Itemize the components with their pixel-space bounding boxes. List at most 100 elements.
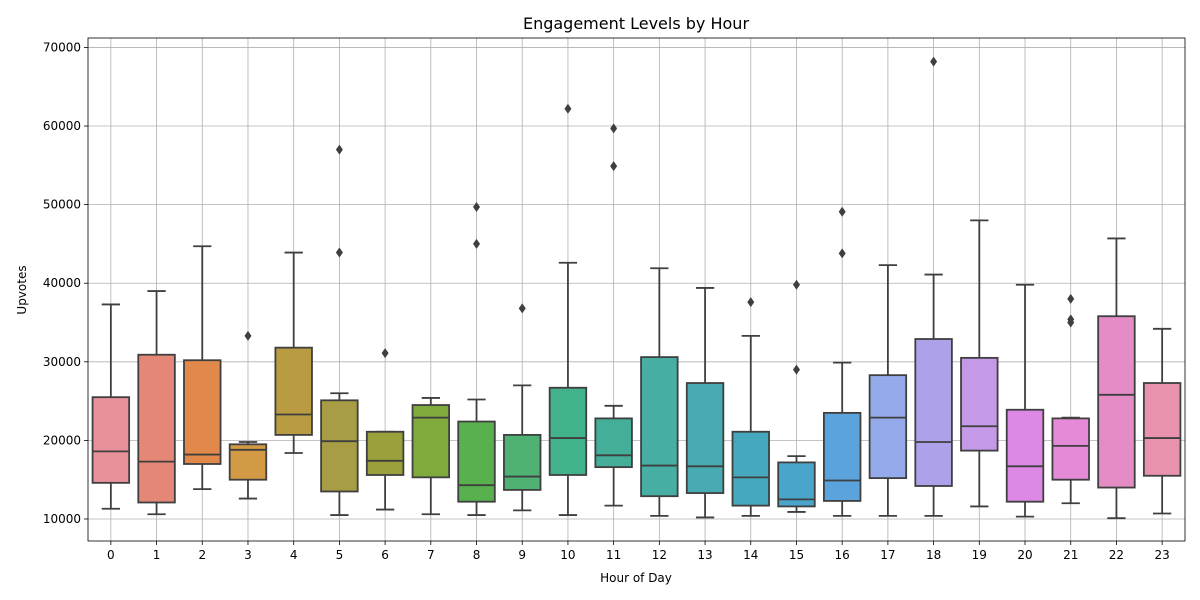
x-tick-label: 0 <box>107 548 115 562</box>
y-tick-label: 50000 <box>43 198 81 212</box>
box-hour-5 <box>320 144 359 516</box>
outlier-point <box>930 56 938 67</box>
x-tick-label: 11 <box>606 548 621 562</box>
outlier-point <box>610 123 618 134</box>
iqr-box <box>137 353 176 504</box>
plot-frame <box>87 37 1186 542</box>
box-hour-12 <box>640 267 679 517</box>
x-tick-label: 16 <box>835 548 850 562</box>
x-tick-label: 4 <box>290 548 298 562</box>
y-tick-label: 20000 <box>43 433 81 447</box>
x-tick-label: 18 <box>926 548 941 562</box>
box-hour-0 <box>91 303 131 510</box>
iqr-box <box>91 396 131 484</box>
x-tick-label: 14 <box>743 548 758 562</box>
x-tick-label: 19 <box>972 548 987 562</box>
x-tick-label: 3 <box>244 548 252 562</box>
box-hour-2 <box>183 245 222 491</box>
outlier-point <box>473 201 481 212</box>
x-tick-label: 1 <box>153 548 161 562</box>
x-tick-label: 22 <box>1109 548 1124 562</box>
outlier-point <box>838 206 846 217</box>
iqr-box <box>1005 408 1045 503</box>
iqr-box <box>640 356 679 498</box>
iqr-box <box>274 346 313 436</box>
iqr-box <box>823 411 862 502</box>
box-hour-17 <box>868 264 908 517</box>
x-tick-label: 13 <box>697 548 712 562</box>
iqr-box <box>914 338 953 487</box>
x-tick-label: 20 <box>1017 548 1032 562</box>
box-hour-8 <box>457 201 496 516</box>
x-axis-label: Hour of Day <box>600 571 672 585</box>
iqr-box <box>1097 315 1136 489</box>
x-tick-label: 17 <box>880 548 895 562</box>
x-tick-label: 8 <box>473 548 481 562</box>
box-hour-23 <box>1142 327 1182 515</box>
outlier-point <box>381 348 389 359</box>
box-hour-6 <box>365 348 405 511</box>
box-hour-21 <box>1051 293 1090 505</box>
x-tick-label: 5 <box>336 548 344 562</box>
box-hour-15 <box>777 279 816 513</box>
y-tick-label: 30000 <box>43 355 81 369</box>
box-hour-20 <box>1005 283 1045 518</box>
iqr-box <box>868 374 908 480</box>
y-tick-label: 60000 <box>43 119 81 133</box>
x-tick-label: 23 <box>1155 548 1170 562</box>
iqr-box <box>594 417 633 469</box>
x-tick-label: 6 <box>381 548 389 562</box>
outlier-point <box>518 303 526 314</box>
box-series <box>91 56 1182 520</box>
x-tick-label: 7 <box>427 548 435 562</box>
x-tick-label: 10 <box>560 548 575 562</box>
outlier-point <box>1067 293 1075 304</box>
outlier-point <box>1067 314 1075 325</box>
box-hour-3 <box>228 330 268 500</box>
outlier-point <box>792 364 800 375</box>
iqr-box <box>411 404 450 479</box>
y-tick-label: 40000 <box>43 276 81 290</box>
x-axis: 0 1 2 3 4 5 6 7 8 9 10 11 12 13 14 15 16 17 18 19 20 21 22 23 <box>107 541 1170 562</box>
iqr-box <box>183 359 222 465</box>
box-hour-9 <box>503 303 542 512</box>
box-hour-18 <box>914 56 953 517</box>
box-hour-14 <box>731 297 770 517</box>
x-tick-label: 15 <box>789 548 804 562</box>
box-hour-4 <box>274 251 313 454</box>
outlier-point <box>564 103 572 114</box>
box-hour-11 <box>594 123 633 507</box>
outlier-point <box>838 248 846 259</box>
outlier-point <box>335 144 343 155</box>
outlier-point <box>747 297 755 308</box>
x-tick-label: 9 <box>518 548 526 562</box>
x-tick-label: 12 <box>652 548 667 562</box>
iqr-box <box>457 420 496 503</box>
x-tick-label: 21 <box>1063 548 1078 562</box>
x-tick-label: 2 <box>198 548 206 562</box>
iqr-box <box>685 382 725 494</box>
iqr-box <box>960 356 999 452</box>
box-hour-7 <box>411 397 450 516</box>
iqr-box <box>503 433 542 491</box>
outlier-point <box>335 247 343 258</box>
box-hour-19 <box>960 219 999 508</box>
iqr-box <box>731 430 770 507</box>
box-hour-13 <box>685 287 725 519</box>
outlier-point <box>244 330 252 341</box>
outlier-point <box>473 238 481 249</box>
iqr-box <box>320 399 359 493</box>
y-axis: 10000 20000 30000 40000 50000 60000 70000 <box>43 40 88 526</box>
y-tick-label: 70000 <box>43 40 81 54</box>
y-tick-label: 10000 <box>43 512 81 526</box>
iqr-box <box>1051 417 1090 481</box>
y-axis-label: Upvotes <box>15 265 29 314</box>
outlier-point <box>792 279 800 290</box>
box-hour-16 <box>823 206 862 517</box>
iqr-box <box>1142 382 1182 477</box>
chart-title: Engagement Levels by Hour <box>523 14 749 33</box>
box-hour-1 <box>137 290 176 516</box>
iqr-box <box>548 386 588 476</box>
box-hour-22 <box>1097 237 1136 520</box>
